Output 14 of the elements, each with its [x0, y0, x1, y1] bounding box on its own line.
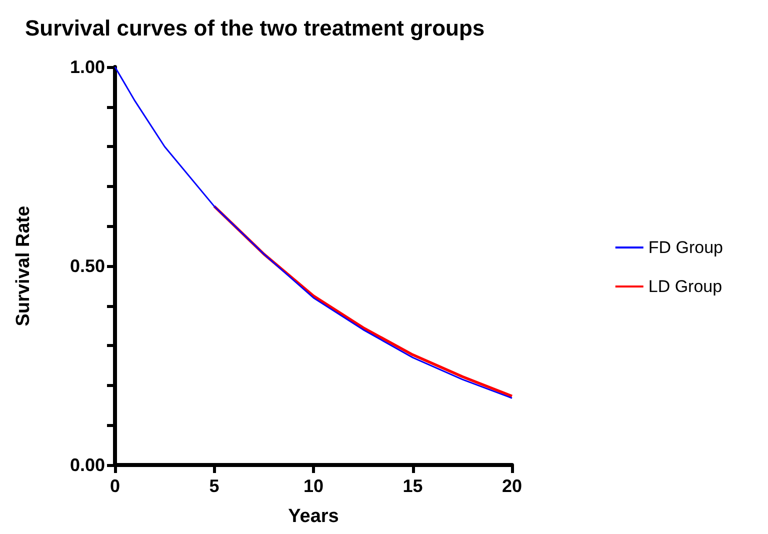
x-axis-title: Years: [288, 506, 339, 527]
x-tick-label: 0: [110, 476, 120, 496]
x-tick-label: 20: [502, 476, 522, 496]
legend-label: LD Group: [648, 277, 722, 296]
x-tick-label: 15: [402, 476, 423, 496]
legend-label: FD Group: [648, 238, 724, 257]
y-axis-title: Survival Rate: [13, 206, 34, 326]
x-tick-label: 10: [303, 476, 324, 496]
y-tick-label: 0.00: [70, 455, 105, 475]
y-tick-label: 0.50: [70, 256, 105, 276]
x-tick-label: 5: [209, 476, 220, 496]
line-series: [114, 66, 513, 399]
y-tick-label: 1.00: [70, 57, 105, 77]
chart-title: Survival curves of the two treatment groups: [25, 16, 485, 40]
